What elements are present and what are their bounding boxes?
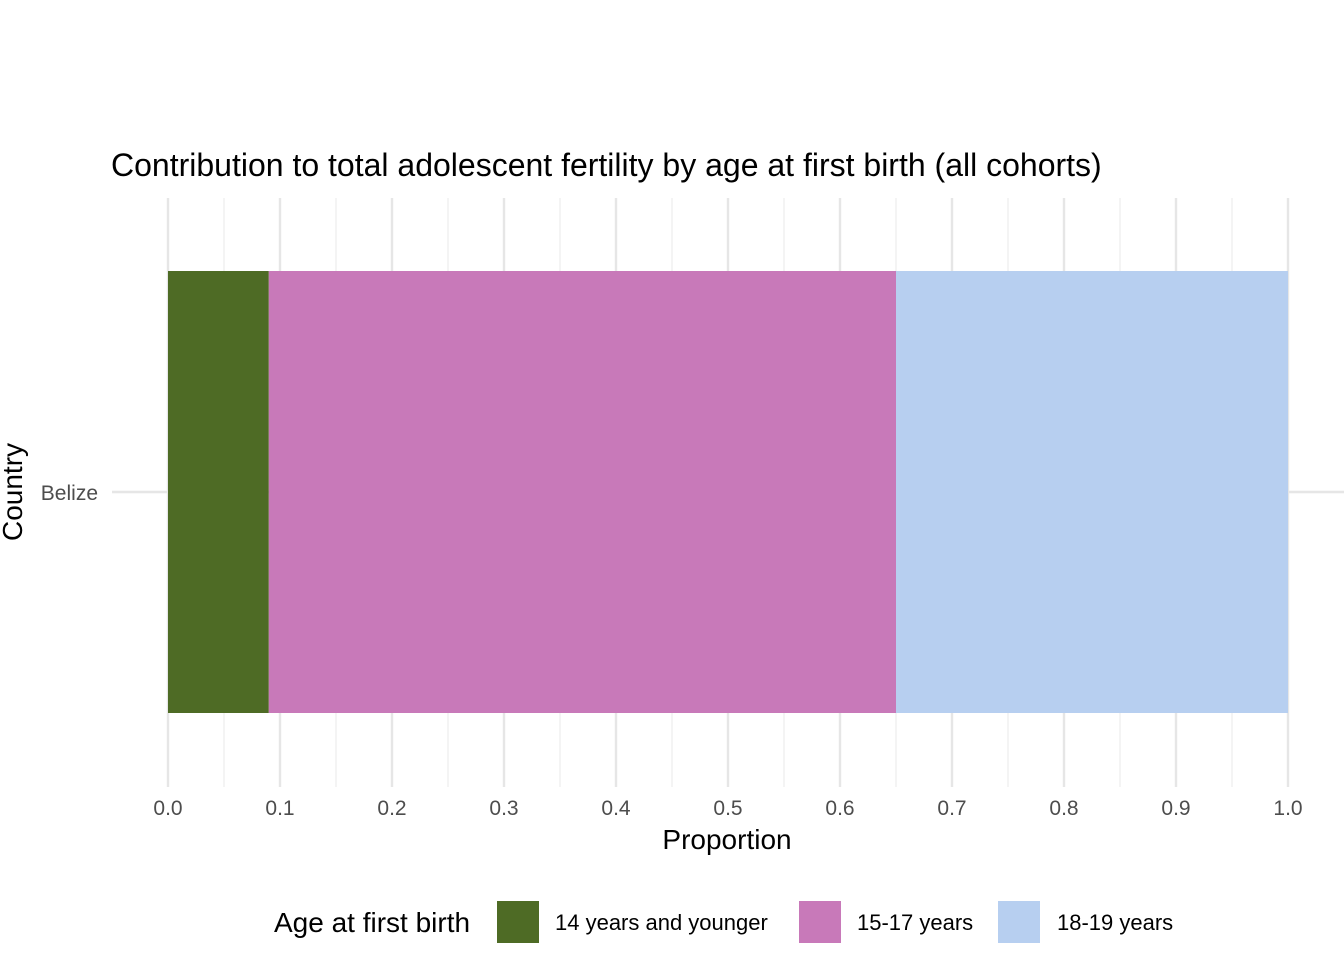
bar-segment: [896, 271, 1288, 713]
x-axis-ticks: 0.0 0.1 0.2 0.3 0.4 0.5 0.6 0.7 0.8 0.9 1.0: [153, 797, 1302, 820]
chart-title: Contribution to total adolescent fertili…: [111, 147, 1102, 183]
x-tick-label: 0.6: [825, 797, 854, 820]
bars: [168, 271, 1288, 713]
x-tick-label: 0.0: [153, 797, 182, 820]
legend-label: 18-19 years: [1057, 910, 1173, 935]
legend-label: 15-17 years: [857, 910, 973, 935]
x-tick-label: 1.0: [1273, 797, 1302, 820]
x-tick-label: 0.7: [937, 797, 966, 820]
legend-label: 14 years and younger: [555, 910, 768, 935]
y-axis-title: Country: [0, 443, 28, 541]
legend-title: Age at first birth: [274, 907, 470, 938]
y-axis-ticks: Belize: [41, 482, 98, 505]
x-tick-label: 0.3: [489, 797, 518, 820]
bar-segment: [168, 271, 269, 713]
x-axis-title: Proportion: [662, 824, 791, 855]
x-tick-label: 0.9: [1161, 797, 1190, 820]
legend: Age at first birth 14 years and younger 1…: [274, 901, 1173, 943]
x-tick-label: 0.8: [1049, 797, 1078, 820]
legend-swatch: [998, 901, 1040, 943]
x-tick-label: 0.1: [265, 797, 294, 820]
x-tick-label: 0.5: [713, 797, 742, 820]
legend-swatch: [799, 901, 841, 943]
y-tick-label: Belize: [41, 482, 98, 505]
bar-segment: [268, 271, 896, 713]
x-tick-label: 0.4: [601, 797, 631, 820]
x-tick-label: 0.2: [377, 797, 406, 820]
legend-swatch: [497, 901, 539, 943]
